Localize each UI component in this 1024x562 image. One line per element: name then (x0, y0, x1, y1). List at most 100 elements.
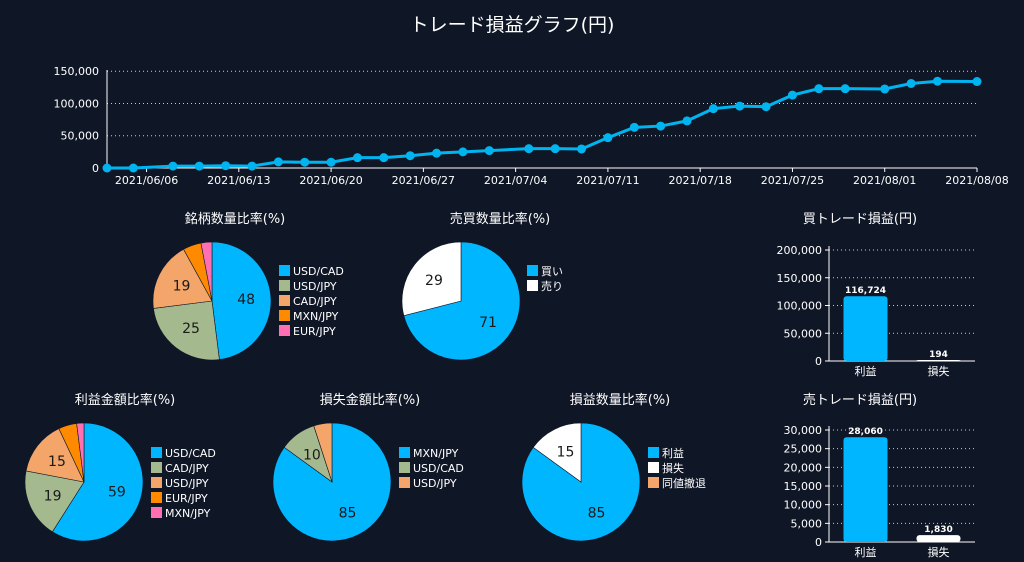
bar-buy: 0 50,000 100,000 150,000 200,000 116,724 利益 194… (777, 244, 975, 378)
data-point (326, 157, 336, 167)
pie-buy-sell-title: 売買数量比率(%) (449, 212, 551, 227)
x-tick-label: 2021/06/13 (207, 174, 270, 187)
bar-value-label: 194 (929, 350, 948, 360)
legend-label: EUR/JPY (165, 492, 208, 505)
y-tick-label: 0 (815, 355, 822, 368)
legend-label: USD/CAD (165, 447, 216, 460)
pie-slice (24, 470, 85, 533)
legend-swatch (648, 477, 659, 488)
y-tick-label: 0 (815, 536, 822, 549)
legend-swatch (399, 447, 410, 458)
legend-swatch (527, 280, 538, 291)
pie-pl-count-title: 損益数量比率(%) (569, 393, 671, 408)
bar-value-label: 1,830 (924, 525, 952, 535)
pie-slice (403, 241, 521, 361)
x-tick-label: 2021/07/18 (668, 174, 731, 187)
pie-profit-amount-title: 利益金額比率(%) (74, 393, 176, 408)
legend-label: 売り (541, 280, 563, 293)
data-point (221, 161, 231, 171)
data-point (405, 151, 415, 161)
pie-slice-label: 15 (557, 445, 575, 461)
pie-slice-label: 19 (173, 278, 191, 294)
series-line (107, 79, 978, 170)
y-tick-label: 150,000 (777, 272, 823, 285)
data-point (708, 104, 718, 114)
pie-symbol-count-title: 銘柄数量比率(%) (184, 212, 286, 227)
pie-slice-label: 85 (588, 505, 606, 521)
x-tick-label: 利益 (855, 545, 877, 559)
y-tick-label: 150,000 (54, 65, 100, 78)
pie-slice (313, 422, 333, 483)
legend-swatch (648, 462, 659, 473)
data-point (432, 148, 442, 158)
legend-swatch (151, 492, 162, 503)
y-tick-label: 100,000 (777, 300, 823, 313)
data-point (194, 161, 204, 171)
pie-slice (25, 428, 85, 483)
bar-value-label: 28,060 (848, 427, 883, 437)
data-point (458, 147, 468, 157)
bar (916, 535, 961, 542)
legend-swatch (399, 462, 410, 473)
data-point (682, 116, 692, 126)
pie-slice (152, 248, 213, 309)
legend-label: USD/JPY (165, 477, 209, 490)
y-tick-label: 50,000 (784, 327, 823, 340)
pie-slice-label: 59 (108, 485, 126, 501)
x-tick-label: 2021/06/06 (115, 174, 178, 187)
data-point (550, 144, 560, 154)
y-tick-label: 20,000 (784, 461, 823, 474)
x-tick-label: 利益 (855, 364, 877, 378)
data-point (629, 122, 639, 132)
data-point (735, 101, 745, 111)
data-point (972, 77, 982, 87)
legend-label: USD/CAD (293, 265, 344, 278)
legend-swatch (279, 265, 290, 276)
legend-swatch (279, 325, 290, 336)
pie-slice-label: 29 (425, 273, 443, 289)
x-tick-label: 2021/07/04 (484, 174, 547, 187)
bar (916, 360, 961, 361)
pie-slice (200, 241, 213, 302)
pie-slice-label: 10 (303, 447, 321, 463)
pie-loss-amount-title: 損失金額比率(%) (319, 393, 421, 408)
cumulative-line-chart: 0 50,000 100,000 150,000 2021/06/06 2021/06/1… (54, 65, 1009, 187)
data-point (814, 84, 824, 94)
x-tick-label: 2021/06/20 (299, 174, 362, 187)
data-point (577, 144, 587, 154)
legend-label: CAD/JPY (293, 295, 337, 308)
pie-slice-label: 48 (237, 292, 255, 308)
legend-label: 買い (541, 265, 563, 278)
data-point (906, 78, 916, 88)
data-point (300, 157, 310, 167)
data-point (656, 121, 666, 131)
bar (843, 437, 888, 542)
data-point (168, 161, 178, 171)
legend-label: USD/JPY (413, 477, 457, 490)
data-point (761, 102, 771, 112)
pie-slice (211, 241, 272, 360)
legend-swatch (151, 507, 162, 518)
pie-loss-amount: 85 10 MXN/JPY USD/CAD USD/JPY (272, 422, 464, 542)
pie-slice (521, 422, 641, 542)
x-tick-label: 損失 (928, 364, 950, 378)
pie-slice (76, 422, 85, 483)
data-point (840, 84, 850, 94)
bar-buy-title: 買トレード損益(円) (802, 212, 918, 227)
legend-label: MXN/JPY (413, 447, 459, 460)
legend-label: 利益 (662, 446, 684, 460)
data-point (247, 161, 257, 171)
bar-sell: 0 5,000 10,000 15,000 20,000 25,000 30,000 28,0… (784, 424, 975, 559)
data-point (932, 76, 942, 86)
pie-slice-label: 71 (479, 315, 497, 331)
pie-slice-label: 25 (182, 321, 200, 337)
data-point (787, 90, 797, 100)
legend-swatch (151, 447, 162, 458)
pie-slice (532, 422, 582, 483)
legend-label: USD/CAD (413, 462, 464, 475)
pie-slice-label: 15 (48, 454, 66, 470)
bar-sell-title: 売トレード損益(円) (802, 393, 918, 408)
pie-slice (272, 422, 392, 542)
y-tick-label: 100,000 (54, 97, 100, 110)
legend-swatch (279, 310, 290, 321)
